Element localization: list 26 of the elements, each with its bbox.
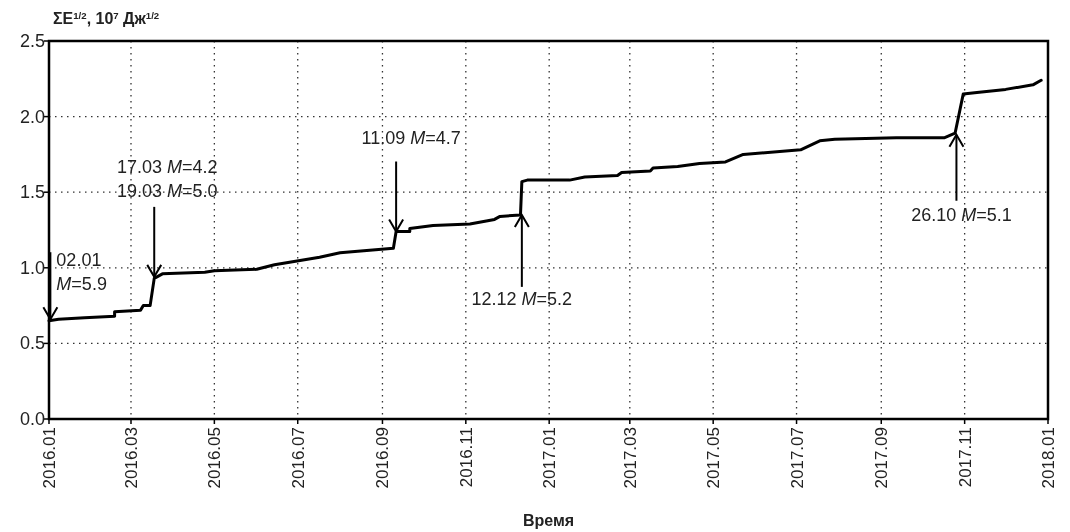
x-tick-label: 2017.05 [704,427,724,489]
y-tick-label: 2.0 [19,106,45,127]
y-tick-label: 2.5 [19,31,45,51]
x-tick-label: 2017.11 [955,427,975,488]
x-tick-label: 2016.03 [122,427,141,489]
x-tick-label: 2018.01 [1039,427,1058,489]
y-tick-label: 0.5 [19,333,45,354]
x-tick-label: 2017.01 [540,427,560,489]
annotation: 02.01 M=5.9 [56,250,107,295]
y-tick-label: 1.5 [19,182,45,203]
x-tick-label: 2016.01 [40,427,59,489]
y-tick-label: 1.0 [19,257,45,278]
y-axis-title: ΣE$^{1/2}$, 10$^{7}$ Дж$^{1/2}$ [53,9,160,27]
y-tick-label: 0.0 [19,409,45,429]
x-tick-label: 2016.11 [456,427,476,488]
x-tick-label: 2017.03 [620,427,640,489]
annotation: 11.09 M=4.7 [361,127,461,148]
x-tick-label: 2017.09 [872,427,892,489]
x-tick-label: 2016.07 [288,427,308,489]
x-tick-label: 2016.05 [205,427,225,489]
x-axis-title: Время [522,512,575,529]
annotation: 26.10 M=5.1 [911,204,1012,225]
annotation: 17.03 M=4.2 19.03 M=5.0 [116,156,218,201]
x-tick-label: 2017.07 [787,427,807,489]
annotation: 12.12 M=5.2 [471,288,573,309]
x-tick-label: 2016.09 [373,427,393,489]
